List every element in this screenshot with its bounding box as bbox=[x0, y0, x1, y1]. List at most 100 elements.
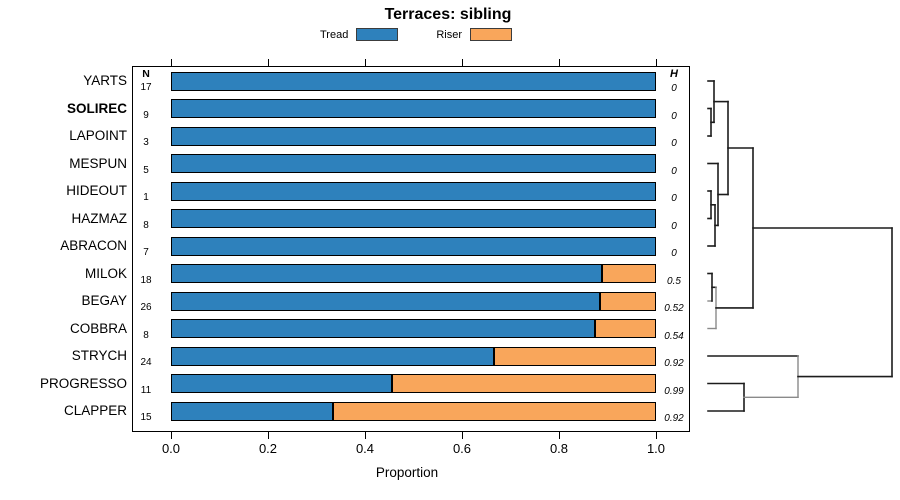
axis-tick bbox=[656, 432, 658, 439]
tread-segment bbox=[171, 319, 596, 338]
x-axis-title: Proportion bbox=[375, 465, 439, 480]
tread-segment bbox=[171, 126, 656, 146]
category-label: MILOK bbox=[84, 265, 127, 281]
tread-segment bbox=[171, 346, 495, 366]
tread-segment bbox=[171, 209, 656, 228]
bar-row bbox=[171, 209, 656, 228]
bar-row bbox=[171, 236, 656, 256]
bar-row bbox=[171, 291, 656, 311]
h-value: 0.5 bbox=[667, 275, 681, 287]
axis-tick-label: 0.8 bbox=[549, 441, 569, 456]
category-label: LAPOINT bbox=[69, 128, 127, 143]
riser-segment bbox=[600, 291, 656, 311]
n-column-header: N bbox=[142, 68, 150, 80]
legend: Tread Riser bbox=[0, 28, 832, 41]
h-value: 0 bbox=[671, 83, 677, 94]
n-value: 17 bbox=[140, 82, 152, 93]
bar-row bbox=[171, 346, 656, 366]
n-value: 3 bbox=[143, 137, 149, 148]
h-value: 0.52 bbox=[664, 303, 684, 314]
tread-segment bbox=[171, 236, 656, 256]
n-value: 11 bbox=[140, 384, 152, 396]
category-label: BEGAY bbox=[81, 293, 127, 308]
riser-swatch bbox=[470, 28, 512, 41]
chart-title: Terraces: sibling bbox=[384, 6, 512, 23]
h-value: 0 bbox=[671, 220, 677, 232]
tread-segment bbox=[171, 374, 392, 393]
n-value: 24 bbox=[140, 357, 152, 368]
h-value: 0 bbox=[671, 138, 677, 149]
axis-tick-top bbox=[268, 59, 270, 66]
tread-segment bbox=[171, 181, 656, 201]
n-value: 7 bbox=[143, 247, 149, 258]
h-value: 0.99 bbox=[664, 385, 684, 397]
axis-tick-label: 0.4 bbox=[355, 441, 375, 456]
h-value: 0 bbox=[671, 165, 677, 177]
axis-tick-top bbox=[365, 59, 367, 66]
h-value: 0 bbox=[671, 110, 677, 122]
axis-tick bbox=[559, 432, 561, 439]
n-value: 18 bbox=[140, 274, 152, 286]
legend-item-riser: Riser bbox=[436, 28, 512, 41]
n-value: 1 bbox=[143, 192, 149, 203]
axis-tick-label: 0.6 bbox=[452, 441, 472, 456]
tread-segment bbox=[171, 401, 333, 421]
category-label: CLAPPER bbox=[63, 403, 127, 418]
category-label: HAZMAZ bbox=[71, 210, 128, 226]
axis-tick-top bbox=[462, 59, 464, 66]
n-value: 5 bbox=[143, 164, 149, 176]
n-value: 8 bbox=[143, 329, 149, 341]
bar-row bbox=[171, 99, 656, 118]
bar-row bbox=[171, 71, 656, 91]
axis-tick-label: 0.0 bbox=[161, 441, 181, 456]
category-label: COBBRA bbox=[69, 320, 127, 336]
tread-segment bbox=[171, 71, 656, 91]
bar-row bbox=[171, 264, 656, 283]
n-value: 9 bbox=[143, 109, 149, 121]
plot-frame bbox=[132, 66, 690, 432]
n-value: 15 bbox=[140, 412, 152, 423]
tread-segment bbox=[171, 99, 656, 118]
legend-item-tread: Tread bbox=[320, 28, 399, 41]
riser-segment bbox=[494, 346, 656, 366]
tread-swatch bbox=[356, 28, 399, 41]
h-column-header: H bbox=[670, 68, 678, 80]
category-label: SOLIREC bbox=[66, 100, 127, 116]
bar-row bbox=[171, 181, 656, 201]
axis-tick-label: 0.2 bbox=[258, 441, 278, 456]
riser-segment bbox=[595, 319, 656, 338]
category-label: ABRACON bbox=[60, 238, 127, 253]
h-value: 0.92 bbox=[664, 358, 684, 369]
h-value: 0 bbox=[671, 193, 677, 204]
bar-row bbox=[171, 401, 656, 421]
tread-segment bbox=[171, 291, 601, 311]
axis-tick-top bbox=[171, 59, 173, 66]
n-value: 8 bbox=[143, 219, 149, 231]
axis-tick-top bbox=[656, 59, 658, 66]
n-value: 26 bbox=[140, 302, 152, 313]
legend-label-riser: Riser bbox=[436, 28, 462, 41]
legend-label-tread: Tread bbox=[320, 28, 349, 41]
h-value: 0.54 bbox=[664, 330, 684, 342]
h-value: 0.92 bbox=[664, 413, 684, 424]
bar-row bbox=[171, 374, 656, 393]
h-value: 0 bbox=[671, 248, 677, 259]
axis-tick bbox=[268, 432, 270, 439]
axis-tick bbox=[365, 432, 367, 439]
axis-tick-label: 1.0 bbox=[646, 441, 666, 456]
category-label: YARTS bbox=[83, 73, 127, 88]
axis-tick-top bbox=[559, 59, 561, 66]
category-label: HIDEOUT bbox=[66, 183, 127, 198]
riser-segment bbox=[602, 264, 656, 283]
category-label: PROGRESSO bbox=[39, 375, 127, 391]
bar-row bbox=[171, 319, 656, 338]
category-label: STRYCH bbox=[71, 348, 127, 363]
axis-tick bbox=[171, 432, 173, 439]
riser-segment bbox=[391, 374, 656, 393]
bar-row bbox=[171, 126, 656, 146]
category-label: MESPUN bbox=[69, 155, 127, 171]
tread-segment bbox=[171, 264, 603, 283]
axis-tick bbox=[462, 432, 464, 439]
